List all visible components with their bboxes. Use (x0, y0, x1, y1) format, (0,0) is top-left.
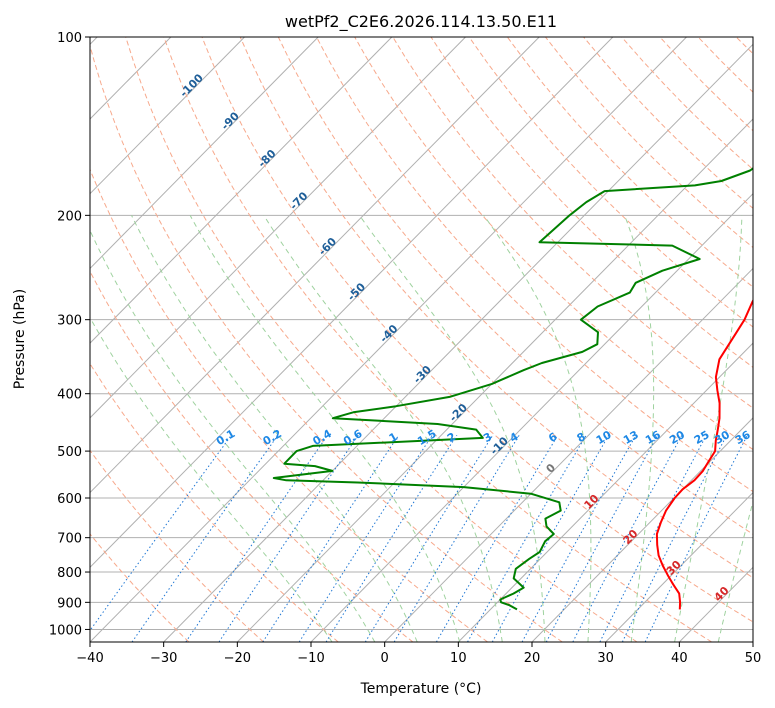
isotherm-line (384, 267, 753, 642)
dry-adiabat-line (90, 270, 414, 642)
isotherm-line (163, 43, 753, 642)
profile-lines (272, 167, 753, 611)
dry-adiabat-line (163, 37, 712, 642)
plot-frame (89, 36, 754, 643)
dry-adiabat-line (316, 37, 753, 493)
isotherm-line (605, 491, 753, 642)
dry-adiabat-line (201, 37, 753, 623)
mixing-ratio-line (435, 434, 559, 642)
temperature-line (655, 298, 753, 610)
moist-adiabat-line (624, 215, 655, 642)
dry-adiabat-line (468, 37, 753, 328)
dry-adiabat-line (354, 37, 753, 451)
x-axis-ticks: −40 −30 −20 −10 0 10 20 30 40 50 (76, 642, 761, 666)
dry-adiabat-line (90, 168, 488, 642)
x-tick-label: 10 (450, 651, 467, 666)
moist-adiabat-line (189, 215, 461, 642)
mixing-ratio-line (521, 434, 637, 642)
y-tick-label: 300 (57, 314, 82, 329)
moist-adiabat-line (717, 499, 753, 642)
isotherm-line (90, 37, 319, 270)
plot-area (90, 37, 753, 642)
dewpoint-line (272, 167, 753, 611)
moist-adiabat-line (358, 215, 546, 642)
x-tick-label: −40 (76, 651, 103, 666)
y-tick-label: 200 (57, 209, 82, 224)
mixing-ratio-line (467, 434, 587, 642)
background-lines (90, 37, 753, 642)
mixing-ratio-line (185, 434, 329, 642)
moist-adiabat-line (483, 215, 592, 642)
mixing-ratio-line (491, 434, 610, 642)
moist-adiabat-line (674, 215, 743, 642)
x-tick-label: −20 (224, 651, 251, 666)
x-tick-label: −30 (150, 651, 177, 666)
y-axis-label: Pressure (hPa) (12, 289, 28, 389)
x-tick-label: 20 (524, 651, 541, 666)
mixing-ratio-line (325, 434, 458, 642)
dry-adiabat-line (90, 533, 190, 642)
y-tick-label: 500 (57, 445, 82, 460)
isotherm-line (457, 342, 753, 642)
mixing-ratio-line (298, 434, 433, 642)
x-tick-label: 0 (381, 651, 389, 666)
dry-adiabat-line (239, 37, 753, 579)
isotherm-line (90, 37, 466, 419)
x-tick-label: −10 (297, 651, 324, 666)
mixing-ratio-line (393, 434, 520, 642)
x-tick-label: 30 (597, 651, 614, 666)
y-tick-label: 600 (57, 492, 82, 507)
moist-adiabat-line (90, 229, 376, 642)
isotherm-line (90, 37, 540, 494)
y-tick-label: 100 (57, 31, 82, 46)
chart-title: wetPf2_C2E6.2026.114.13.50.E11 (285, 12, 557, 32)
dry-adiabat-line (90, 43, 563, 642)
y-axis-ticks: 100 200 300 400 500 600 700 800 900 1000 (49, 31, 90, 638)
mixing-ratio-line (621, 434, 728, 642)
y-tick-label: 1000 (49, 623, 82, 638)
moist-adiabat-line (90, 316, 333, 642)
isotherm-line (90, 37, 245, 195)
y-tick-label: 700 (57, 532, 82, 547)
mixing-ratio-line (545, 434, 659, 642)
x-axis-label: Temperature (°C) (360, 681, 482, 697)
isotherm-line (90, 37, 614, 568)
isotherm-line (90, 37, 687, 642)
mixing-ratio-line (644, 434, 748, 642)
mixing-ratio-line (599, 434, 707, 642)
isotherm-line (90, 37, 393, 344)
dry-adiabat-line (277, 37, 753, 535)
moist-adiabat-line (263, 215, 503, 642)
x-tick-label: 40 (671, 651, 688, 666)
y-tick-label: 800 (57, 566, 82, 581)
moist-adiabat-line (131, 215, 418, 642)
y-tick-label: 900 (57, 596, 82, 611)
dry-adiabat-line (125, 37, 638, 642)
isotherm-line (310, 193, 753, 642)
mixing-ratio-line (364, 434, 494, 642)
x-tick-label: 50 (745, 651, 762, 666)
isotherm-line (531, 417, 753, 642)
y-tick-label: 400 (57, 388, 82, 403)
dry-adiabat-line (392, 37, 753, 409)
isotherm-line (236, 118, 753, 642)
